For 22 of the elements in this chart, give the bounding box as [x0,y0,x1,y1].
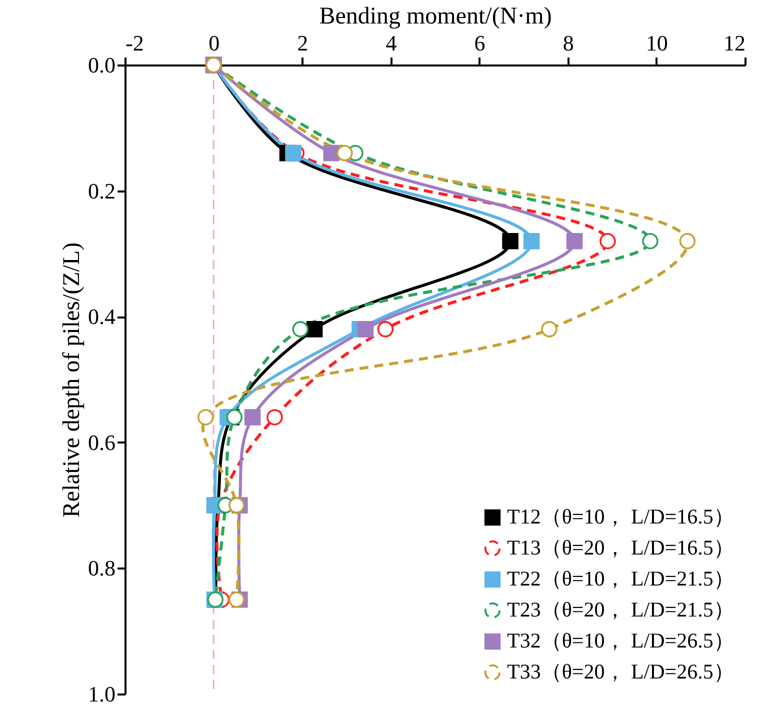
legend-label: T33（θ=20， L/D=26.5） [507,660,734,684]
y-tick-label: 1.0 [88,682,116,706]
legend-label: T13（θ=20， L/D=16.5） [507,536,734,560]
x-tick-label: 12 [724,30,746,56]
y-tick-label: 0.2 [88,178,116,204]
x-tick-label: 0 [208,30,220,56]
legend-label: T12（θ=10， L/D=16.5） [507,504,734,528]
x-axis-title: Bending moment/(N·m) [319,4,552,30]
legend-label: T22（θ=10， L/D=21.5） [507,566,734,590]
y-tick-label: 0.6 [88,430,116,455]
x-tick-label: 6 [474,30,486,56]
legend-label: T32（θ=10， L/D=26.5） [507,628,734,652]
x-tick-label: 4 [386,30,397,56]
x-tick-label: 10 [646,30,668,56]
x-tick-label: 2 [297,30,308,56]
y-axis-title: Relative depth of piles/(Z/L) [59,242,85,518]
y-tick-label: 0.4 [88,304,116,330]
x-tick-label: 8 [562,30,574,56]
x-tick-label: -2 [126,30,144,56]
legend-label: T23（θ=20， L/D=21.5） [507,598,734,622]
y-tick-label: 0.8 [88,556,116,581]
y-tick-label: 0.0 [88,52,116,78]
